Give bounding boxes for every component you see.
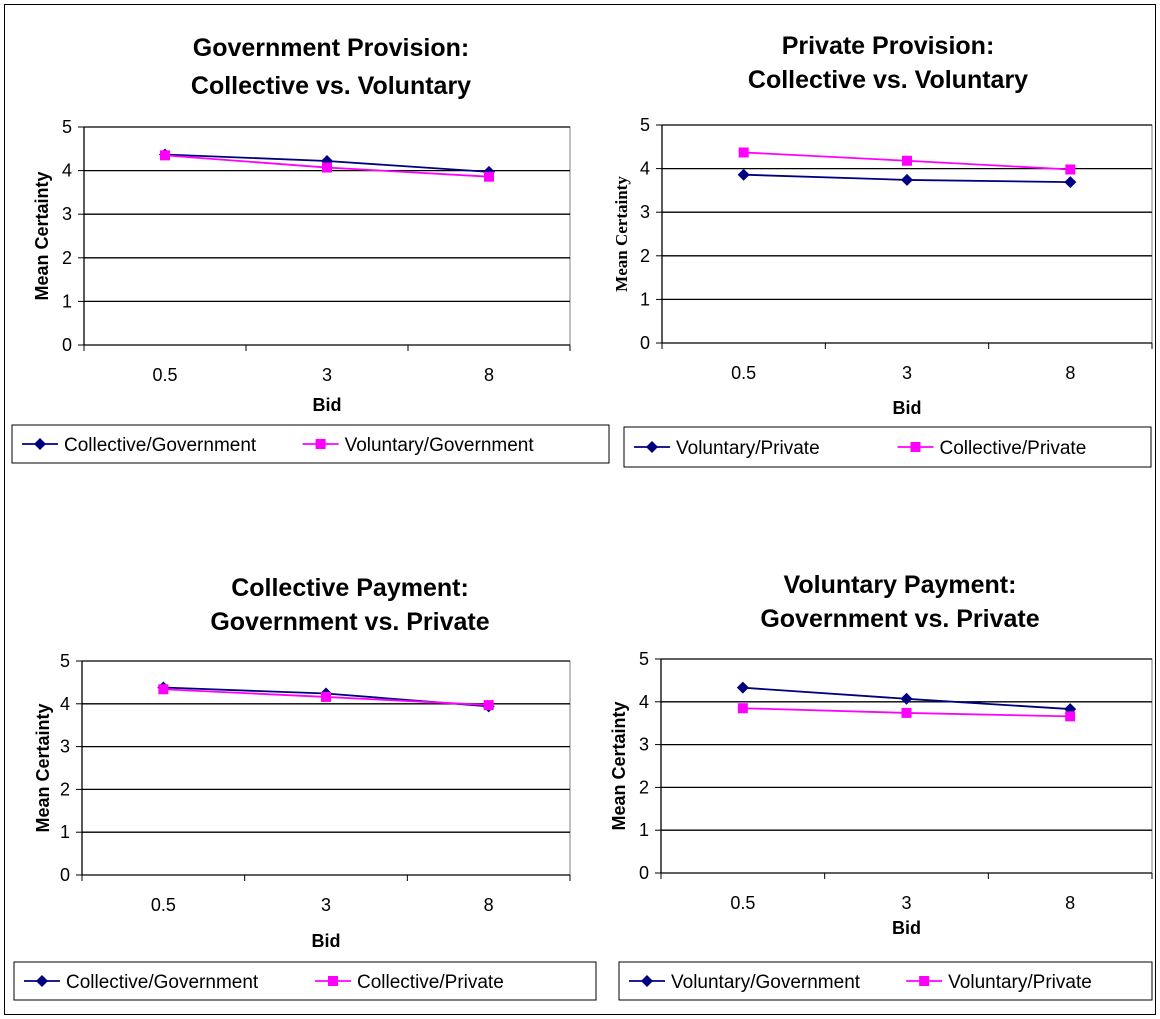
x-tick-label: 3 (902, 363, 912, 383)
legend-label: Collective/Government (64, 435, 257, 456)
y-tick-label: 1 (639, 820, 649, 840)
chart-title-line: Collective vs. Voluntary (191, 72, 471, 100)
y-tick-label: 5 (639, 649, 649, 669)
data-point (900, 692, 913, 705)
data-point (160, 150, 170, 161)
y-axis-label: Mean Certainty (32, 171, 52, 300)
data-point (483, 700, 494, 711)
legend-label: Collective/Government (66, 972, 259, 993)
x-tick-label: 0.5 (730, 893, 755, 913)
y-tick-label: 5 (62, 117, 72, 137)
data-point (322, 162, 332, 173)
legend-label: Collective/Private (357, 972, 504, 993)
legend-label: Voluntary/Government (671, 972, 861, 993)
legend-label: Voluntary/Private (948, 972, 1092, 993)
data-point (484, 171, 494, 182)
data-point (1065, 711, 1076, 722)
legend-marker (328, 976, 338, 986)
legend-box (623, 426, 1152, 468)
chart-title-line: Private Provision: (782, 32, 995, 60)
y-tick-label: 2 (640, 246, 650, 266)
y-tick-label: 2 (639, 777, 649, 797)
data-point (901, 173, 913, 186)
data-point (738, 147, 749, 158)
data-point (737, 703, 748, 714)
chart-4: Voluntary Payment: Government vs. Private… (609, 571, 1153, 1001)
x-axis-label: Bid (312, 931, 341, 951)
plot-area (660, 658, 1153, 874)
x-tick-label: 0.5 (152, 365, 177, 385)
chart-title-line: Government Provision: (193, 34, 469, 62)
y-tick-label: 3 (639, 735, 649, 755)
chart-title-line: Voluntary Payment: (784, 571, 1017, 599)
data-point (321, 691, 331, 702)
legend-label: Voluntary/Private (676, 438, 820, 459)
chart-2: Private Provision: Collective vs. Volunta… (612, 32, 1153, 468)
chart-3: Collective Payment: Government vs. Privat… (13, 574, 597, 1001)
y-axis-label: Mean Certainty (609, 701, 629, 830)
y-tick-label: 1 (640, 289, 650, 309)
y-tick-label: 5 (640, 115, 650, 135)
legend-marker (36, 975, 48, 987)
data-point (736, 681, 749, 694)
legend-marker (919, 976, 930, 986)
x-axis-label: Bid (313, 395, 342, 415)
x-tick-label: 8 (484, 895, 494, 915)
data-point (902, 155, 912, 166)
data-point (737, 168, 750, 181)
y-tick-label: 0 (640, 333, 650, 353)
legend-box (13, 961, 597, 1001)
legend-marker (34, 438, 46, 450)
legend-label: Collective/Private (940, 438, 1087, 459)
legend-marker (641, 975, 653, 987)
x-tick-label: 3 (321, 895, 331, 915)
data-point (1064, 176, 1077, 189)
y-tick-label: 3 (62, 204, 72, 224)
x-tick-label: 3 (901, 893, 911, 913)
y-axis-label: Mean Certainty (612, 176, 631, 292)
data-point (901, 707, 912, 718)
x-axis-label: Bid (892, 918, 921, 938)
legend-marker (315, 439, 326, 449)
y-tick-label: 1 (62, 291, 72, 311)
y-tick-label: 0 (639, 863, 649, 883)
x-tick-label: 0.5 (731, 363, 756, 383)
y-tick-label: 0 (62, 335, 72, 355)
y-axis-label: Mean Certainty (33, 703, 53, 832)
y-tick-label: 1 (60, 822, 70, 842)
figure-frame (4, 4, 1156, 1015)
y-tick-label: 2 (60, 779, 70, 799)
x-axis-label: Bid (893, 398, 922, 418)
y-tick-label: 5 (60, 651, 70, 671)
x-tick-label: 8 (484, 365, 494, 385)
y-tick-label: 4 (60, 694, 70, 714)
chart-1: Government Provision: Collective vs. Volu… (11, 34, 610, 464)
x-tick-label: 8 (1065, 893, 1075, 913)
chart-title-line: Collective vs. Voluntary (748, 66, 1028, 94)
legend-marker (910, 442, 921, 452)
y-tick-label: 3 (640, 202, 650, 222)
y-tick-label: 4 (639, 692, 649, 712)
legend-marker (646, 441, 658, 453)
y-tick-label: 4 (640, 159, 650, 179)
chart-title-line: Government vs. Private (760, 605, 1039, 633)
legend-box (618, 961, 1153, 1001)
x-tick-label: 8 (1065, 363, 1075, 383)
y-tick-label: 4 (62, 161, 72, 181)
data-point (1065, 164, 1076, 175)
x-tick-label: 0.5 (151, 895, 176, 915)
x-tick-label: 3 (322, 365, 332, 385)
data-point (158, 684, 169, 695)
y-tick-label: 0 (60, 865, 70, 885)
chart-title-line: Collective Payment: (231, 574, 469, 602)
chart-title-line: Government vs. Private (210, 608, 489, 636)
y-tick-label: 3 (60, 737, 70, 757)
legend-label: Voluntary/Government (345, 435, 535, 456)
y-tick-label: 2 (62, 248, 72, 268)
